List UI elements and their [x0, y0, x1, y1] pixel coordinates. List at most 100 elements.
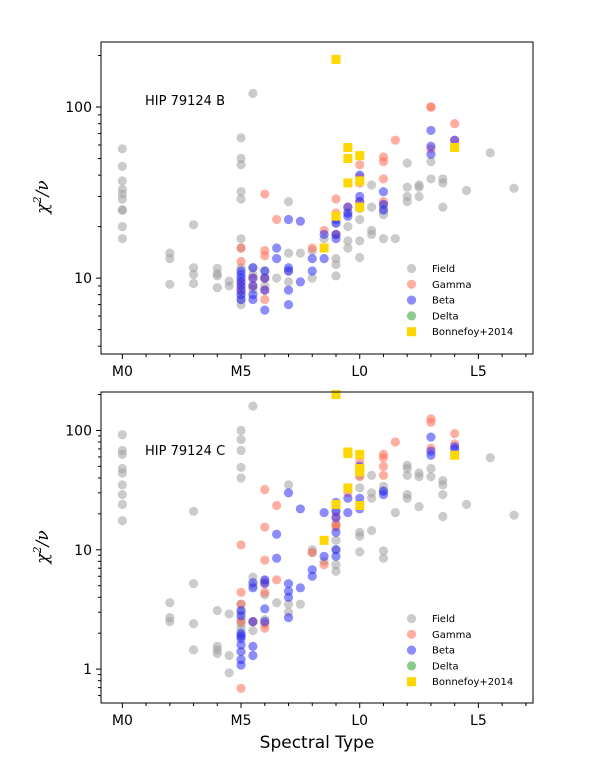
point-beta: [331, 234, 341, 244]
point-beta: [248, 650, 258, 661]
y-tick-label: 10: [74, 271, 92, 287]
point-gamma: [260, 587, 270, 597]
point-gamma: [260, 294, 270, 305]
legend-label: Field: [432, 614, 455, 625]
point-beta: [248, 263, 258, 273]
point-field: [117, 449, 127, 459]
point-gamma: [450, 119, 460, 129]
y-axis-title-bottom: χ2/ν: [31, 530, 53, 564]
point-field: [485, 148, 495, 158]
point-field: [343, 243, 353, 253]
point-gamma: [236, 683, 246, 693]
point-beta: [260, 604, 270, 614]
point-beta: [260, 579, 270, 589]
y-tick-label: 100: [65, 100, 92, 116]
point-field: [188, 278, 199, 289]
point-beta: [319, 551, 329, 562]
point-beta: [248, 583, 258, 593]
point-field: [283, 480, 294, 490]
point-beta: [331, 545, 341, 555]
point-beta: [272, 254, 282, 264]
point-field: [438, 490, 448, 500]
point-field: [307, 273, 317, 283]
point-bonnefoy-2014: [355, 467, 365, 477]
point-field: [212, 282, 222, 293]
point-beta: [343, 211, 353, 221]
point-field: [485, 453, 495, 463]
point-beta: [378, 490, 389, 500]
point-field: [165, 617, 175, 627]
point-bonnefoy-2014: [355, 501, 365, 511]
point-field: [117, 234, 127, 244]
point-gamma: [355, 160, 365, 170]
point-field: [331, 560, 341, 570]
point-field: [414, 182, 424, 192]
point-bonnefoy-2014: [319, 243, 329, 253]
point-field: [366, 470, 377, 481]
point-beta: [248, 281, 258, 291]
point-beta: [248, 294, 258, 305]
point-field: [236, 187, 246, 197]
point-field: [224, 650, 234, 661]
legend-marker: [407, 677, 416, 687]
point-field: [438, 480, 448, 490]
point-field: [117, 468, 127, 478]
point-gamma: [426, 417, 436, 427]
point-beta: [283, 488, 294, 498]
point-field: [283, 599, 294, 609]
point-field: [224, 609, 234, 619]
plot-frame: [100, 391, 534, 704]
point-field: [366, 229, 377, 240]
point-field: [509, 510, 519, 520]
point-gamma: [236, 256, 246, 267]
point-field: [355, 236, 365, 246]
legend-marker: [406, 645, 417, 655]
x-tick-label: L0: [351, 713, 368, 729]
point-field: [236, 133, 246, 143]
point-field: [248, 626, 258, 636]
y-tick-label: 100: [65, 423, 92, 439]
point-beta: [260, 273, 270, 283]
point-field: [212, 271, 222, 281]
point-bonnefoy-2014: [331, 211, 341, 221]
point-field: [117, 176, 127, 186]
point-gamma: [307, 547, 317, 558]
legend-label: Beta: [432, 646, 455, 657]
point-field: [295, 599, 305, 609]
point-gamma: [378, 156, 389, 167]
point-field: [188, 579, 199, 589]
legend-marker: [406, 613, 417, 624]
point-bonnefoy-2014: [355, 151, 365, 161]
point-beta: [426, 141, 436, 151]
legend-label: Delta: [432, 661, 459, 672]
x-tick-label: M0: [112, 364, 133, 380]
point-field: [117, 516, 127, 526]
point-field: [343, 222, 353, 232]
point-beta: [307, 266, 317, 276]
point-gamma: [307, 243, 317, 253]
point-field: [188, 619, 199, 629]
point-beta: [331, 551, 341, 562]
point-beta: [295, 277, 305, 287]
point-field: [402, 158, 412, 168]
point-beta: [283, 214, 294, 225]
point-field: [248, 401, 258, 411]
point-field: [402, 463, 412, 474]
point-field: [272, 598, 282, 608]
point-field: [355, 483, 365, 493]
point-field: [224, 668, 234, 678]
point-field: [331, 271, 341, 281]
point-bonnefoy-2014: [331, 390, 341, 400]
x-tick-label: M0: [112, 713, 133, 729]
point-gamma: [260, 555, 270, 565]
point-field: [117, 194, 127, 204]
point-beta: [272, 529, 282, 539]
point-field: [461, 185, 472, 196]
point-bonnefoy-2014: [355, 202, 365, 212]
point-field: [295, 248, 305, 258]
point-gamma: [378, 461, 389, 471]
point-field: [355, 531, 365, 541]
legend-marker: [406, 295, 417, 305]
legend-marker: [406, 661, 417, 671]
point-field: [378, 546, 389, 556]
